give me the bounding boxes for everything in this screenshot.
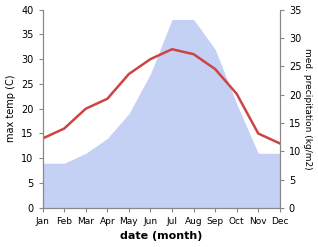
- Y-axis label: max temp (C): max temp (C): [5, 75, 16, 143]
- Y-axis label: med. precipitation (kg/m2): med. precipitation (kg/m2): [303, 48, 313, 169]
- X-axis label: date (month): date (month): [120, 231, 203, 242]
